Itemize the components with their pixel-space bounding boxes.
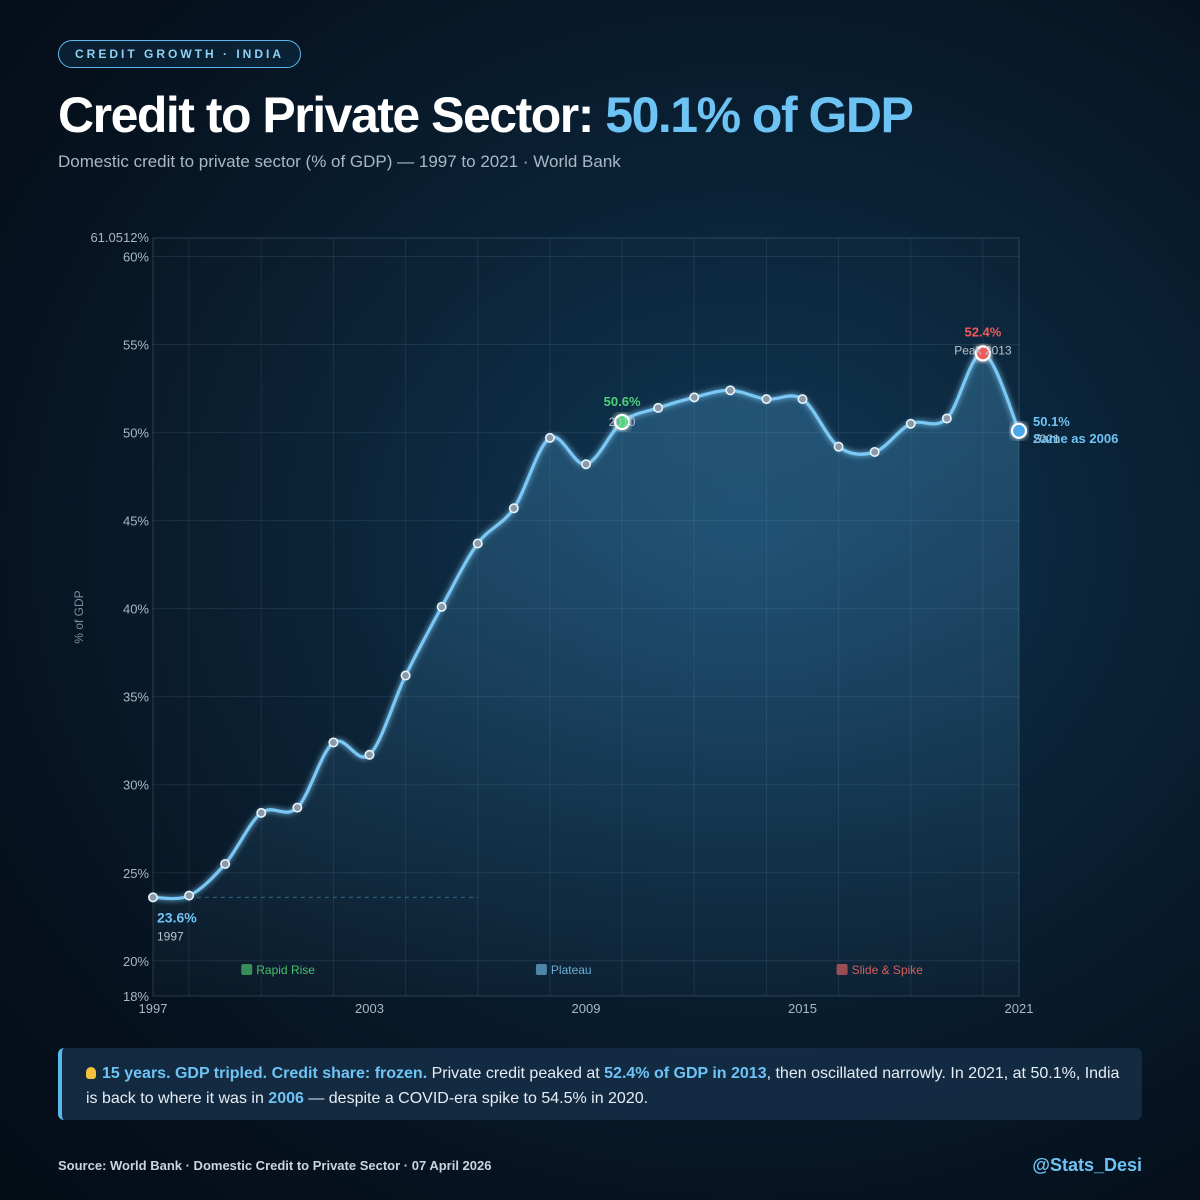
annotation-end-year: 2021 — [1033, 432, 1060, 446]
highlight-point-2010 — [613, 413, 631, 431]
line-chart: 60%55%50%45%40%35%30%25%20%61.0512%18%19… — [72, 230, 1118, 1016]
annotation-peak-label: Peak 2013 — [954, 343, 1012, 357]
phase-icon — [535, 964, 547, 975]
annotation-2010-value: 50.6% — [604, 394, 641, 409]
data-point — [148, 892, 159, 903]
annotation-end-value: 50.1% — [1033, 414, 1070, 429]
lightbulb-icon — [86, 1067, 96, 1079]
y-tick-label: 40% — [123, 602, 149, 617]
y-min-label: 18% — [123, 989, 149, 1004]
phase-icon — [241, 964, 253, 975]
insight-year: 2006 — [268, 1090, 304, 1107]
y-tick-label: 60% — [123, 250, 149, 265]
annotation-start-value: 23.6% — [157, 909, 197, 925]
data-point — [220, 858, 231, 869]
data-point — [941, 413, 952, 424]
data-point — [580, 459, 591, 470]
annotation-start-year: 1997 — [157, 929, 184, 943]
data-point — [256, 807, 267, 818]
data-point — [653, 402, 664, 413]
insight-text-3: — despite a COVID-era spike to 54.5% in … — [303, 1090, 649, 1107]
annotation-peak-value: 52.4% — [964, 324, 1001, 339]
y-max-label: 61.0512% — [90, 230, 149, 245]
y-tick-label: 25% — [123, 866, 149, 881]
y-tick-label: 55% — [123, 338, 149, 353]
data-point — [833, 441, 844, 452]
x-tick-label: 1997 — [139, 1001, 168, 1016]
highlight-point-2021 — [1010, 422, 1028, 439]
y-tick-label: 30% — [123, 778, 149, 793]
data-point — [292, 802, 303, 813]
phase-label: Plateau — [551, 963, 592, 977]
data-point — [689, 392, 700, 403]
x-tick-label: 2015 — [788, 1001, 817, 1016]
data-point — [797, 394, 808, 405]
data-point — [761, 394, 772, 405]
category-tag: CREDIT GROWTH · INDIA — [58, 40, 301, 68]
x-tick-label: 2021 — [1005, 1001, 1034, 1016]
data-point — [184, 890, 195, 901]
y-tick-label: 45% — [123, 514, 149, 529]
y-tick-label: 20% — [123, 954, 149, 969]
y-tick-label: 35% — [123, 690, 149, 705]
annotation-2010-year: 2010 — [609, 415, 636, 429]
annotation-end-note: Same as 2006 — [1033, 431, 1118, 446]
x-tick-label: 2003 — [355, 1001, 384, 1016]
data-point — [869, 446, 880, 457]
data-point — [328, 737, 339, 748]
title-main: Credit to Private Sector: — [58, 87, 606, 143]
phase-label: Rapid Rise — [256, 963, 315, 977]
data-point — [436, 601, 447, 612]
insight-text-2: , then oscillated narrowly. In 2021, at … — [86, 1065, 1120, 1107]
page-title: Credit to Private Sector: 50.1% of GDP — [58, 86, 914, 144]
author-handle[interactable]: @Stats_Desi — [1032, 1155, 1142, 1175]
highlight-point-peak — [974, 345, 992, 362]
data-point — [400, 670, 411, 681]
subtitle: Domestic credit to private sector (% of … — [58, 152, 621, 171]
source-note: Source: World Bank · Domestic Credit to … — [58, 1158, 492, 1173]
y-axis-title: % of GDP — [72, 590, 86, 643]
phase-icon — [836, 964, 848, 975]
data-point — [725, 385, 736, 396]
series-area — [153, 353, 1019, 996]
insight-headline: 15 years. GDP tripled. Credit share: fro… — [102, 1065, 428, 1082]
insight-peak: 52.4% of GDP in 2013 — [604, 1065, 767, 1082]
data-point — [364, 749, 375, 760]
data-point — [472, 538, 483, 549]
insight-callout: 15 years. GDP tripled. Credit share: fro… — [58, 1048, 1142, 1120]
data-point — [905, 418, 916, 429]
phase-label: Slide & Spike — [852, 963, 924, 977]
y-tick-label: 50% — [123, 426, 149, 441]
data-point — [508, 503, 519, 514]
title-accent: 50.1% of GDP — [605, 87, 914, 143]
x-tick-label: 2009 — [572, 1001, 601, 1016]
data-point — [544, 432, 555, 443]
insight-text-1: Private credit peaked at — [427, 1065, 605, 1082]
